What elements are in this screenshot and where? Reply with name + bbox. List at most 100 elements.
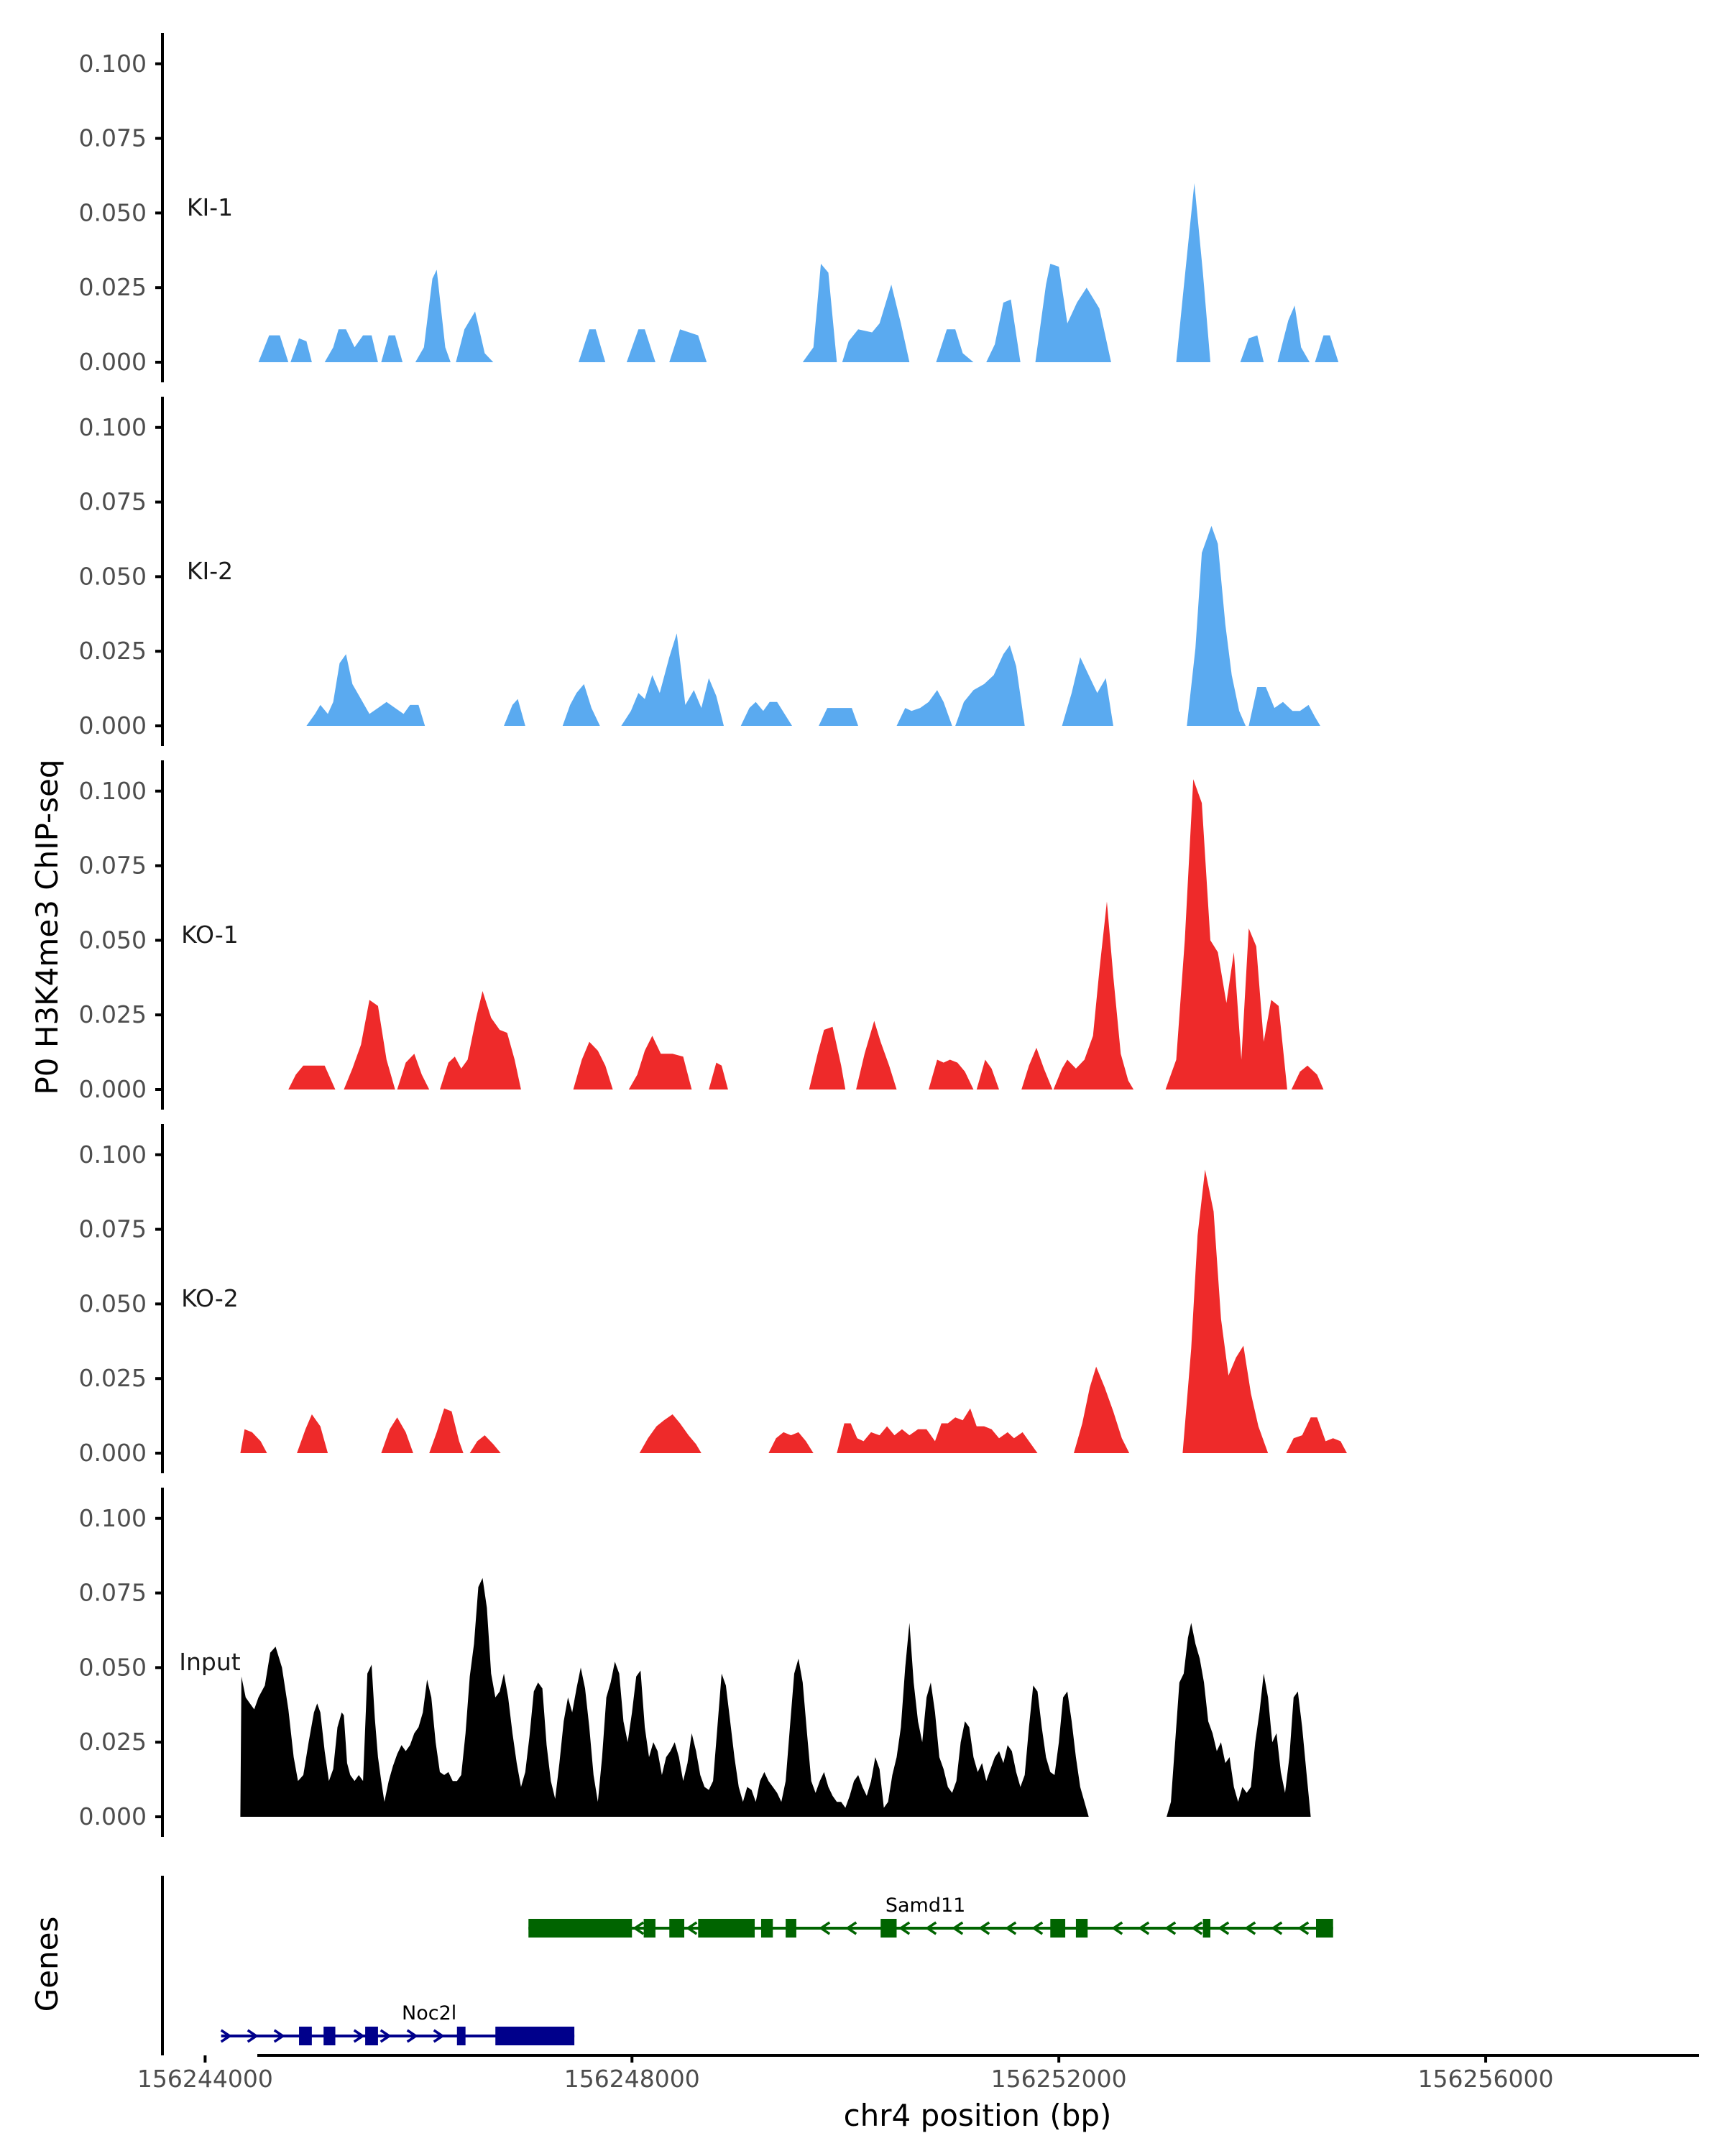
- signal-peak: [288, 1065, 336, 1089]
- strand-arrow: [273, 2029, 285, 2043]
- gene-name-label: Samd11: [886, 1894, 965, 1917]
- y-tick-label: 0.075: [79, 488, 147, 516]
- x-tick-label: 156248000: [564, 2065, 700, 2093]
- signal-peak: [1167, 1623, 1311, 1817]
- gene-exon: [456, 2027, 466, 2045]
- signal-peak: [344, 1000, 395, 1089]
- strand-arrow: [819, 1921, 831, 1935]
- gene-name-label: Noc2l: [402, 2002, 456, 2024]
- gene-exon: [299, 2027, 312, 2045]
- signal-peak: [768, 1432, 814, 1453]
- signal-peak: [297, 1414, 328, 1453]
- signal-peak: [709, 1062, 728, 1089]
- signal-peak: [976, 1059, 999, 1089]
- track-label: Input: [179, 1648, 241, 1676]
- signal-peak: [621, 633, 724, 726]
- signal-peak: [1291, 1065, 1324, 1089]
- gene-exon: [1050, 1919, 1066, 1938]
- strand-arrow: [433, 2029, 445, 2043]
- gene-exon: [669, 1919, 685, 1938]
- signal-peak: [429, 1408, 464, 1453]
- signal-peak: [1074, 1366, 1130, 1453]
- strand-arrow: [1244, 1921, 1256, 1935]
- gene-exon: [643, 1919, 656, 1938]
- signal-peak: [936, 329, 974, 362]
- signal-peak: [842, 285, 910, 362]
- signal-peak: [809, 1026, 846, 1089]
- signal-tracks: 0.0000.0250.0500.0750.100KI-10.0000.0250…: [79, 33, 1347, 1837]
- y-tick-label: 0.050: [79, 1289, 147, 1317]
- signal-peak: [837, 1408, 1038, 1453]
- y-tick-label: 0.025: [79, 273, 147, 301]
- signal-peak: [819, 708, 858, 726]
- signal-peak: [626, 329, 656, 362]
- gene-exon: [760, 1919, 773, 1938]
- y-tick-label: 0.100: [79, 413, 147, 441]
- strand-arrow: [925, 1921, 937, 1935]
- genes-panel: Samd11 Noc2l: [161, 1876, 1333, 2055]
- signal-peak: [986, 299, 1021, 362]
- y-tick-label: 0.050: [79, 198, 147, 226]
- signal-peak: [639, 1414, 702, 1453]
- strand-arrow: [247, 2029, 259, 2043]
- strand-arrow: [380, 2029, 392, 2043]
- signal-peak: [896, 690, 952, 726]
- signal-peak: [381, 1417, 413, 1453]
- strand-arrow: [632, 1921, 645, 1935]
- signal-peak: [562, 683, 600, 726]
- signal-peak: [573, 1041, 613, 1089]
- strand-arrow: [845, 1921, 857, 1935]
- y-tick-label: 0.050: [79, 1653, 147, 1681]
- signal-peak: [1165, 779, 1287, 1089]
- gene-exon: [786, 1919, 796, 1938]
- signal-peak: [1240, 335, 1264, 362]
- strand-arrow: [1138, 1921, 1150, 1935]
- y-tick-label: 0.100: [79, 50, 147, 78]
- signal-peak: [504, 699, 525, 726]
- signal-peak: [1315, 335, 1339, 362]
- gene-exon: [1202, 1919, 1210, 1938]
- y-tick-label: 0.075: [79, 1579, 147, 1607]
- track-label: KI-1: [187, 193, 233, 221]
- track-input: 0.000 0.025 0.050 0.075 0.100 Input: [79, 1488, 1311, 1837]
- signal-peak: [1062, 657, 1113, 726]
- signal-peak: [740, 701, 792, 726]
- strand-arrow: [1271, 1921, 1283, 1935]
- y-tick-label: 0.100: [79, 1141, 147, 1169]
- track-ki-2: 0.000 0.025 0.050 0.075 0.100 KI-2: [79, 397, 1320, 746]
- signal-peak: [290, 338, 312, 362]
- strand-arrow: [1005, 1921, 1017, 1935]
- signal-peak: [397, 1054, 430, 1089]
- signal-peak: [1187, 525, 1246, 726]
- y-tick-label: 0.025: [79, 1000, 147, 1028]
- signal-peak: [802, 264, 837, 362]
- gene-exon: [495, 2027, 575, 2045]
- strand-arrow: [898, 1921, 911, 1935]
- signal-peak: [1286, 1417, 1347, 1453]
- x-tick-label: 156244000: [137, 2065, 273, 2093]
- gene-exon: [528, 1919, 632, 1938]
- gene-exon: [880, 1919, 897, 1938]
- genes-axis-title: Genes: [29, 1917, 65, 2012]
- strand-arrow: [1191, 1921, 1203, 1935]
- signal-peak: [1248, 687, 1320, 726]
- signal-peak: [669, 329, 707, 362]
- track-ko-1: 0.000 0.025 0.050 0.075 0.100 KO-1: [79, 760, 1324, 1110]
- signal-peak: [1035, 264, 1111, 362]
- signal-peak: [456, 311, 494, 362]
- x-tick-label: 156252000: [991, 2065, 1127, 2093]
- track-label: KI-2: [187, 557, 233, 585]
- track-label: KO-2: [181, 1284, 239, 1312]
- strand-arrow: [220, 2029, 232, 2043]
- track-ko-2: 0.000 0.025 0.050 0.075 0.100 KO-2: [79, 1124, 1347, 1473]
- signal-peak: [240, 1577, 1089, 1817]
- strand-arrow: [1297, 1921, 1310, 1935]
- signal-peak: [579, 329, 606, 362]
- y-tick-label: 0.000: [79, 348, 147, 376]
- signal-peak: [955, 645, 1025, 726]
- strand-arrow: [1218, 1921, 1230, 1935]
- signal-peak: [240, 1429, 267, 1453]
- y-tick-label: 0.000: [79, 1802, 147, 1830]
- strand-arrow: [1164, 1921, 1177, 1935]
- signal-peak: [929, 1059, 974, 1089]
